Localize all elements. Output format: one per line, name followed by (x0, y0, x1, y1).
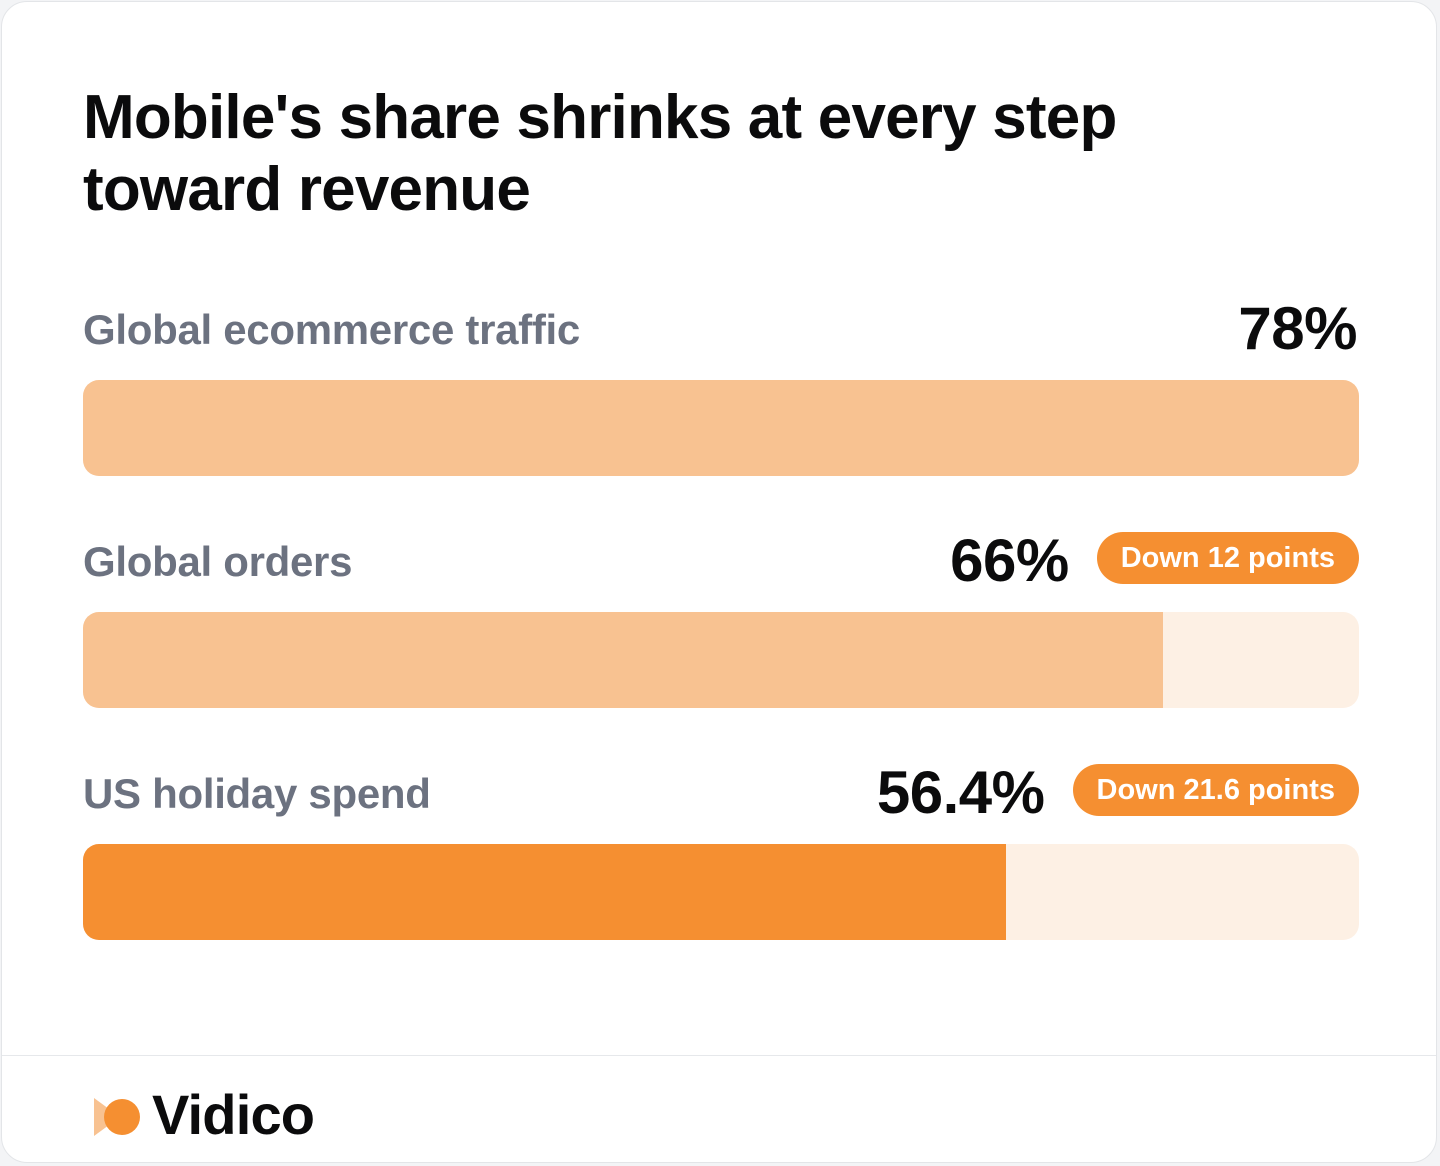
chart-title: Mobile's share shrinks at every step tow… (83, 83, 1117, 224)
bar-category-label: Global ecommerce traffic (83, 306, 580, 353)
vidico-logo-icon (94, 1098, 140, 1136)
bar-value-label: 66% (950, 527, 1069, 594)
bar-category-label: Global orders (83, 538, 353, 585)
bar-track (83, 612, 1359, 708)
bar-value-label: 78% (1238, 295, 1357, 362)
bar-row: Global ecommerce traffic 78% (83, 295, 1359, 496)
bar (83, 380, 1359, 476)
bar-track (83, 380, 1359, 476)
bar-row: Global orders Down 12 points 66% (83, 527, 1359, 728)
change-badge: Down 12 points (1096, 532, 1359, 584)
bar-value-label: 56.4% (876, 759, 1045, 826)
bar (83, 612, 1163, 708)
footer: Vidico (2, 1055, 1436, 1162)
bar-row: US holiday spend Down 21.6 points 56.4% (83, 759, 1359, 960)
bar (83, 844, 1006, 940)
bar-track (83, 844, 1359, 940)
brand-name: Vidico (152, 1083, 315, 1146)
change-badge: Down 21.6 points (1072, 764, 1359, 816)
bar-category-label: US holiday spend (83, 770, 431, 817)
